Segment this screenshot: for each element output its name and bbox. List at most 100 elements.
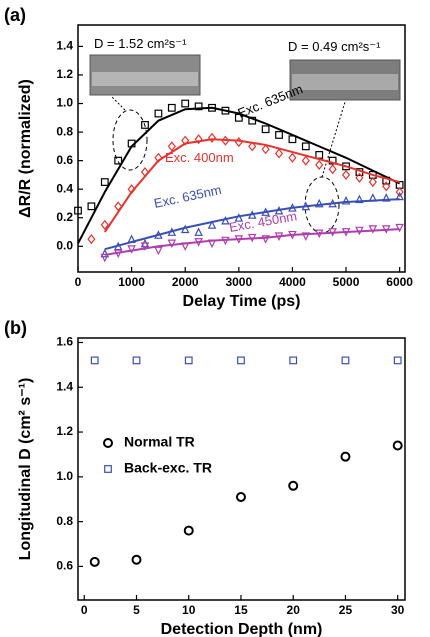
marker (114, 156, 123, 165)
x-tick-label: 30 (391, 603, 405, 617)
marker (355, 194, 364, 204)
marker (100, 219, 109, 230)
marker (181, 135, 190, 146)
marker (154, 246, 163, 256)
panel-label: (b) (4, 318, 27, 338)
x-tick-label: 6000 (386, 275, 413, 289)
marker (261, 144, 270, 155)
marker (315, 151, 324, 159)
marker (301, 155, 310, 166)
y-axis-label: ΔR/R (normalized) (17, 79, 34, 218)
annotation: D = 1.52 cm²s⁻¹ (94, 36, 187, 51)
y-axis-label: Longitudinal D (cm² s⁻¹) (17, 378, 34, 561)
marker (131, 554, 142, 565)
marker (328, 156, 337, 165)
y-tick-label: 0.2 (56, 210, 73, 224)
marker (289, 356, 298, 365)
marker (87, 234, 96, 245)
y-tick-label: 1.4 (56, 39, 73, 53)
marker (237, 356, 245, 365)
y-tick-label: 0.8 (56, 124, 73, 138)
marker (341, 356, 350, 365)
marker (207, 132, 217, 143)
x-tick-label: 10 (182, 603, 196, 617)
marker (127, 245, 136, 254)
marker (221, 215, 230, 225)
fit-line (104, 198, 400, 251)
marker (181, 99, 190, 108)
fit-line (103, 138, 400, 233)
marker (141, 121, 149, 129)
marker (74, 206, 82, 215)
y-tick-label: 0.8 (56, 514, 73, 528)
marker (100, 178, 109, 186)
x-tick-label: 2000 (172, 275, 199, 289)
sem-inset-layer (92, 72, 198, 86)
fit-line (104, 228, 400, 256)
marker (184, 356, 193, 365)
annotation: Exc. 635nm (153, 182, 223, 211)
x-tick-label: 0 (81, 603, 88, 617)
marker (314, 198, 324, 208)
marker (167, 103, 176, 112)
y-tick-label: 0.4 (56, 181, 73, 195)
marker (393, 356, 402, 365)
marker (90, 356, 99, 365)
y-tick-label: 0.0 (56, 238, 73, 252)
x-tick-label: 1000 (118, 275, 145, 289)
marker (87, 202, 96, 211)
marker (234, 213, 244, 222)
marker (392, 440, 403, 451)
marker (368, 176, 377, 188)
marker (194, 227, 203, 236)
marker (288, 480, 299, 491)
annotation: Exc. 400nm (165, 150, 234, 165)
x-tick-label: 25 (339, 603, 353, 617)
marker (315, 159, 324, 170)
marker (261, 125, 270, 134)
marker (207, 220, 217, 229)
marker (234, 137, 243, 148)
marker (288, 152, 297, 163)
marker (395, 223, 404, 233)
y-tick-label: 1.6 (56, 335, 73, 349)
marker (274, 148, 284, 159)
x-tick-label: 15 (234, 603, 248, 617)
marker (275, 131, 283, 139)
marker (248, 141, 257, 152)
sem-inset-layer (292, 74, 398, 90)
marker (340, 451, 351, 462)
marker (328, 164, 337, 175)
x-tick-label: 3000 (225, 275, 252, 289)
fit-line (77, 106, 401, 244)
annotation: D = 0.49 cm²s⁻¹ (288, 39, 381, 54)
marker (235, 491, 246, 502)
y-tick-label: 0.6 (56, 153, 73, 167)
marker (355, 172, 364, 183)
x-tick-label: 20 (287, 603, 301, 617)
marker (301, 232, 311, 241)
x-tick-label: 0 (75, 275, 82, 289)
dashed-ellipse (112, 109, 148, 171)
arrow (321, 101, 346, 178)
marker (89, 556, 100, 567)
legend-marker (104, 465, 112, 473)
legend-label: Normal TR (124, 434, 195, 450)
marker (140, 242, 150, 251)
x-tick-label: 4000 (279, 275, 306, 289)
marker (368, 225, 378, 234)
plot-frame (77, 24, 406, 273)
marker (382, 181, 391, 192)
x-tick-label: 5000 (333, 275, 360, 289)
y-tick-label: 1.2 (56, 424, 73, 438)
marker (194, 102, 203, 111)
y-tick-label: 1.0 (56, 96, 73, 110)
x-axis-label: Delay Time (ps) (183, 293, 301, 310)
marker (194, 134, 203, 145)
marker (167, 239, 177, 249)
legend-marker (103, 438, 113, 448)
y-tick-label: 0.6 (56, 559, 73, 573)
marker (100, 248, 110, 258)
marker (341, 169, 351, 180)
